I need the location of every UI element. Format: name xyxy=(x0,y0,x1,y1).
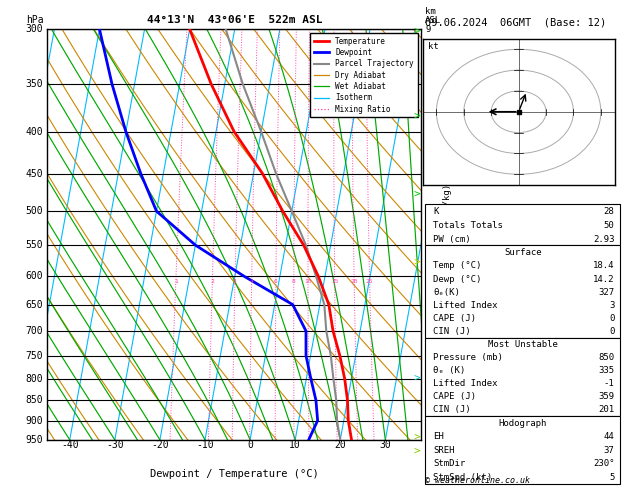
Text: CIN (J): CIN (J) xyxy=(433,328,470,336)
Text: -40: -40 xyxy=(61,440,79,450)
Text: StmDir: StmDir xyxy=(433,459,465,469)
Text: >: > xyxy=(413,190,420,199)
Text: Lifted Index: Lifted Index xyxy=(433,379,498,388)
Text: 700: 700 xyxy=(26,326,43,336)
Text: Pressure (mb): Pressure (mb) xyxy=(433,353,503,363)
Text: 550: 550 xyxy=(26,240,43,250)
Text: kt: kt xyxy=(428,42,439,52)
Text: -1: -1 xyxy=(604,379,615,388)
Text: 335: 335 xyxy=(598,366,615,375)
Text: θₑ(K): θₑ(K) xyxy=(433,288,460,297)
Text: 6: 6 xyxy=(425,207,430,216)
Text: 201: 201 xyxy=(598,405,615,414)
Text: 5: 5 xyxy=(425,272,430,280)
Text: 09.06.2024  06GMT  (Base: 12): 09.06.2024 06GMT (Base: 12) xyxy=(425,17,606,27)
Text: 2: 2 xyxy=(425,374,430,383)
Text: Temp (°C): Temp (°C) xyxy=(433,261,481,270)
Text: CAPE (J): CAPE (J) xyxy=(433,392,476,401)
Text: 30: 30 xyxy=(379,440,391,450)
Text: 10: 10 xyxy=(289,440,301,450)
Text: >: > xyxy=(413,258,420,267)
Text: 800: 800 xyxy=(26,374,43,383)
Text: >: > xyxy=(413,112,420,122)
Text: 37: 37 xyxy=(604,446,615,455)
FancyBboxPatch shape xyxy=(425,416,620,484)
FancyBboxPatch shape xyxy=(425,338,620,416)
Text: 3: 3 xyxy=(425,327,430,335)
Text: Most Unstable: Most Unstable xyxy=(487,340,558,349)
Text: 4: 4 xyxy=(250,279,253,284)
Text: 9: 9 xyxy=(425,25,430,34)
Legend: Temperature, Dewpoint, Parcel Trajectory, Dry Adiabat, Wet Adiabat, Isotherm, Mi: Temperature, Dewpoint, Parcel Trajectory… xyxy=(310,33,418,117)
Text: EH: EH xyxy=(433,432,443,441)
Text: 0: 0 xyxy=(247,440,253,450)
Text: Lifted Index: Lifted Index xyxy=(433,301,498,310)
Text: 14.2: 14.2 xyxy=(593,275,615,283)
Text: 28: 28 xyxy=(604,207,615,216)
Text: 15: 15 xyxy=(331,279,338,284)
Text: hPa: hPa xyxy=(26,15,43,25)
Text: 8: 8 xyxy=(292,279,296,284)
Text: CIN (J): CIN (J) xyxy=(433,405,470,414)
Text: 450: 450 xyxy=(26,169,43,179)
Text: 5: 5 xyxy=(609,473,615,482)
Text: 50: 50 xyxy=(604,221,615,230)
Text: Dewpoint / Temperature (°C): Dewpoint / Temperature (°C) xyxy=(150,469,319,479)
Text: StmSpd (kt): StmSpd (kt) xyxy=(433,473,492,482)
Text: 18.4: 18.4 xyxy=(593,261,615,270)
Text: CAPE (J): CAPE (J) xyxy=(433,314,476,323)
Text: 400: 400 xyxy=(26,127,43,137)
Text: K: K xyxy=(433,207,438,216)
Text: 327: 327 xyxy=(598,288,615,297)
Text: 0: 0 xyxy=(609,328,615,336)
Text: 3: 3 xyxy=(609,301,615,310)
Text: 500: 500 xyxy=(26,206,43,216)
Text: 950: 950 xyxy=(26,435,43,445)
Text: >: > xyxy=(413,447,420,457)
Text: 359: 359 xyxy=(598,392,615,401)
Text: 2: 2 xyxy=(211,279,214,284)
FancyBboxPatch shape xyxy=(425,204,620,245)
Text: 20: 20 xyxy=(350,279,358,284)
Text: -20: -20 xyxy=(151,440,169,450)
Text: 20: 20 xyxy=(335,440,346,450)
Text: -30: -30 xyxy=(106,440,124,450)
Text: θₑ (K): θₑ (K) xyxy=(433,366,465,375)
Text: 300: 300 xyxy=(26,24,43,34)
Text: 1: 1 xyxy=(174,279,177,284)
Text: 600: 600 xyxy=(26,271,43,281)
Text: 44°13'N  43°06'E  522m ASL: 44°13'N 43°06'E 522m ASL xyxy=(147,15,322,25)
Text: >: > xyxy=(413,27,420,36)
Text: 6: 6 xyxy=(274,279,278,284)
Text: -10: -10 xyxy=(196,440,214,450)
Text: >: > xyxy=(413,374,420,384)
Text: PW (cm): PW (cm) xyxy=(433,235,470,244)
Text: Dewp (°C): Dewp (°C) xyxy=(433,275,481,283)
Text: LCL: LCL xyxy=(425,416,440,425)
Text: Hodograph: Hodograph xyxy=(499,418,547,428)
Text: 10: 10 xyxy=(304,279,312,284)
Text: 2.93: 2.93 xyxy=(593,235,615,244)
Text: SREH: SREH xyxy=(433,446,455,455)
Text: © weatheronline.co.uk: © weatheronline.co.uk xyxy=(425,476,530,485)
Text: 7: 7 xyxy=(425,127,430,136)
Text: Surface: Surface xyxy=(504,248,542,257)
Text: 850: 850 xyxy=(598,353,615,363)
Text: 850: 850 xyxy=(26,395,43,405)
Text: Totals Totals: Totals Totals xyxy=(433,221,503,230)
Text: 230°: 230° xyxy=(593,459,615,469)
Text: 0: 0 xyxy=(609,314,615,323)
Text: 44: 44 xyxy=(604,432,615,441)
Text: 1: 1 xyxy=(425,416,430,425)
Text: 25: 25 xyxy=(366,279,374,284)
Text: 750: 750 xyxy=(26,350,43,361)
Text: >: > xyxy=(413,433,420,442)
Text: 900: 900 xyxy=(26,416,43,426)
Text: 350: 350 xyxy=(26,79,43,89)
Text: km
ASL: km ASL xyxy=(425,7,442,25)
Text: 3: 3 xyxy=(233,279,237,284)
Text: Mixing Ratio (g/kg): Mixing Ratio (g/kg) xyxy=(443,183,452,286)
Text: 650: 650 xyxy=(26,300,43,310)
FancyBboxPatch shape xyxy=(425,245,620,338)
